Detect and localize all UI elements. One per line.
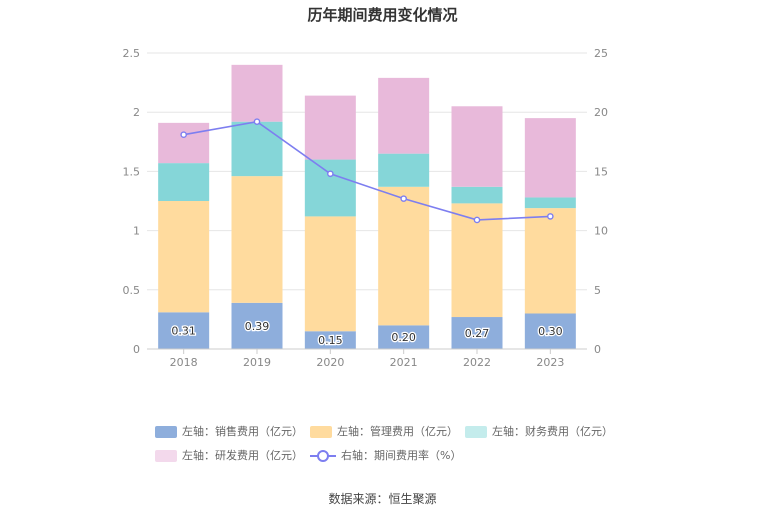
legend-label-rate: 右轴：期间费用率（%） (341, 449, 462, 462)
right-axis-tick-label: 10 (594, 225, 608, 238)
left-axis-tick-label: 2 (133, 106, 140, 119)
left-axis-tick-label: 1.5 (123, 165, 141, 178)
legend-swatch-sales (155, 426, 177, 438)
bar-finance-2019 (231, 121, 283, 177)
bar-finance-2020 (304, 159, 356, 217)
data-source: 数据来源：恒生聚源 (328, 492, 437, 506)
data-label-sales: 0.30 (538, 325, 563, 338)
point-expense-rate-2020 (327, 170, 334, 178)
bar-sales-2021 (378, 325, 430, 349)
data-label-sales: 0.31 (171, 325, 196, 338)
bar-admin-2020 (304, 216, 356, 332)
expense-chart: 0 0.5 1 1.5 2 2.5 0 5 10 15 20 25 2018 2019 2020 2021 20… (123, 47, 609, 369)
data-label-sales: 0.27 (465, 327, 490, 340)
bar-rnd-2018 (158, 122, 210, 164)
legend-label-sales: 左轴：销售费用（亿元） (182, 425, 303, 438)
line-expense-rate (183, 120, 551, 221)
point-expense-rate-2019 (253, 118, 261, 125)
left-axis-tick-label: 0.5 (123, 284, 141, 297)
bar-rnd-2022 (451, 106, 503, 187)
point-expense-rate-2018 (180, 131, 187, 138)
legend-swatch-rnd (155, 450, 177, 462)
point-expense-rate-2022 (473, 216, 481, 224)
point-expense-rate-2023 (547, 213, 554, 220)
x-axis-tick-label: 2023 (536, 356, 564, 369)
x-axis-tick-label: 2020 (316, 356, 344, 369)
legend-swatch-admin (310, 426, 332, 438)
left-axis-tick-label: 1 (133, 225, 140, 238)
bar-finance-2021 (378, 153, 430, 187)
bar-sales-2020 (304, 331, 356, 349)
right-axis-tick-label: 25 (594, 47, 608, 60)
bar-finance-2018 (158, 163, 210, 201)
legend-label-rnd: 左轴：研发费用（亿元） (182, 449, 303, 462)
bar-sales-2018 (158, 312, 210, 349)
bar-rnd-2020 (304, 95, 356, 160)
bar-sales-2022 (451, 317, 503, 349)
bar-finance-2022 (451, 186, 503, 204)
chart-title: 历年期间费用变化情况 (307, 6, 458, 24)
right-axis-tick-label: 0 (594, 343, 601, 356)
legend-line-marker-icon (310, 450, 336, 462)
x-axis-tick-label: 2021 (390, 356, 418, 369)
bar-sales-2019 (231, 302, 283, 349)
bar-finance-2023 (524, 197, 576, 209)
right-axis-tick-label: 15 (594, 165, 608, 178)
legend-swatch-finance (465, 426, 487, 438)
data-label-sales: 0.15 (318, 334, 343, 347)
x-axis-tick-label: 2022 (463, 356, 491, 369)
x-axis-tick-label: 2019 (243, 356, 271, 369)
bar-admin-2018 (158, 201, 210, 313)
bar-rnd-2021 (378, 77, 430, 154)
legend-label-admin: 左轴：管理费用（亿元） (337, 425, 458, 438)
bar-sales-2023 (524, 313, 576, 349)
bar-admin-2021 (378, 186, 430, 326)
bar-admin-2019 (231, 176, 283, 303)
bar-admin-2023 (524, 208, 576, 314)
bar-rnd-2023 (524, 118, 576, 198)
left-axis-tick-label: 0 (133, 343, 140, 356)
right-axis-tick-label: 20 (594, 106, 608, 119)
legend-label-finance: 左轴：财务费用（亿元） (492, 425, 613, 438)
data-label-sales: 0.20 (391, 331, 416, 344)
bar-rnd-2019 (231, 64, 283, 122)
point-expense-rate-2021 (400, 195, 407, 202)
right-axis-tick-label: 5 (594, 284, 601, 297)
data-label-sales: 0.39 (245, 320, 270, 333)
left-axis-tick-label: 2.5 (123, 47, 141, 60)
x-axis-tick-label: 2018 (170, 356, 198, 369)
